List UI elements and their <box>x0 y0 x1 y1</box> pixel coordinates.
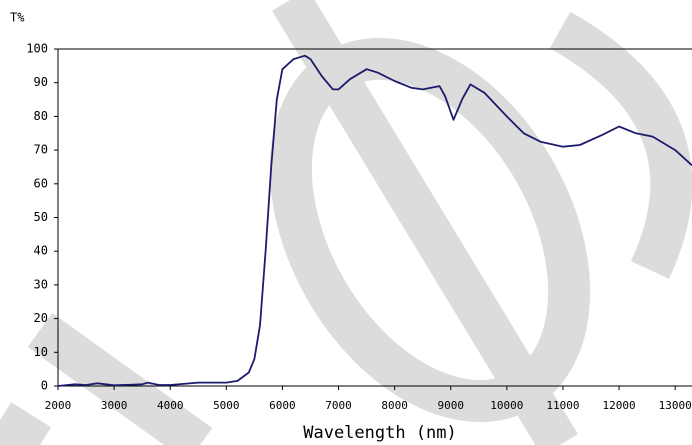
y-tick-label: 40 <box>34 244 48 258</box>
x-tick-label: 7000 <box>325 399 352 412</box>
x-tick-label: 4000 <box>157 399 184 412</box>
x-tick-label: 8000 <box>381 399 408 412</box>
x-tick-label: 9000 <box>437 399 464 412</box>
y-tick-label: 10 <box>34 345 48 359</box>
x-tick-label: 6000 <box>269 399 296 412</box>
y-tick-label: 50 <box>34 210 48 224</box>
x-tick-label: 5000 <box>213 399 240 412</box>
x-tick-label: 2000 <box>45 399 72 412</box>
x-tick-label: 13000 <box>659 399 692 412</box>
y-tick-label: 90 <box>34 75 48 89</box>
x-tick-label: 12000 <box>602 399 635 412</box>
x-axis-label: Wavelength (nm) <box>303 423 457 443</box>
watermark-stroke <box>549 11 692 279</box>
y-tick-label: 20 <box>34 311 48 325</box>
y-tick-label: 0 <box>41 379 48 393</box>
data-line <box>57 54 692 387</box>
x-tick-label: 3000 <box>101 399 128 412</box>
y-tick-label: 100 <box>26 42 48 56</box>
watermark-stroke <box>0 402 52 445</box>
x-tick-label: 11000 <box>546 399 579 412</box>
x-tick-label: 10000 <box>490 399 523 412</box>
y-tick-label: 60 <box>34 176 48 190</box>
y-tick-label: 80 <box>34 109 48 123</box>
y-axis-label: T% <box>10 11 25 25</box>
watermark-stroke <box>272 0 578 445</box>
watermark-stroke <box>27 312 213 445</box>
y-tick-label: 30 <box>34 277 48 291</box>
y-tick-label: 70 <box>34 143 48 157</box>
